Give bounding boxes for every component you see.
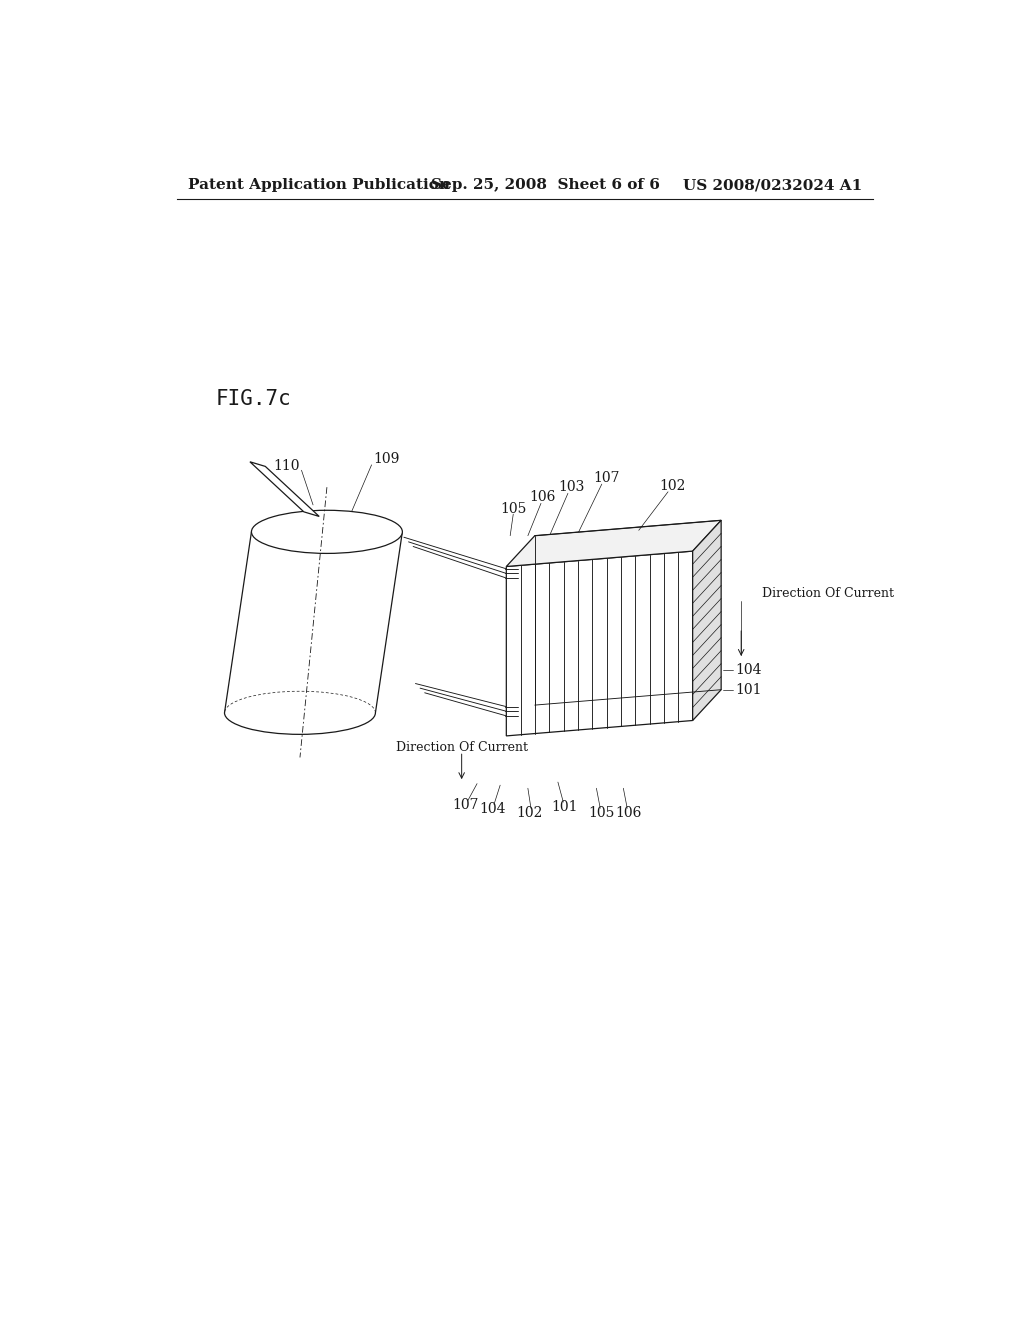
Text: 109: 109	[373, 451, 399, 466]
Text: Sep. 25, 2008  Sheet 6 of 6: Sep. 25, 2008 Sheet 6 of 6	[431, 178, 659, 193]
Text: 107: 107	[593, 471, 620, 484]
Polygon shape	[506, 520, 721, 566]
Text: Patent Application Publication: Patent Application Publication	[188, 178, 451, 193]
Text: 104: 104	[735, 664, 762, 677]
Ellipse shape	[252, 511, 402, 553]
Text: 104: 104	[479, 803, 506, 816]
Text: 102: 102	[516, 807, 543, 820]
Text: 101: 101	[735, 682, 762, 697]
Text: 102: 102	[659, 479, 686, 492]
Text: 103: 103	[558, 480, 584, 494]
Text: 105: 105	[500, 502, 526, 516]
Text: FIG.7c: FIG.7c	[215, 388, 291, 409]
Text: US 2008/0232024 A1: US 2008/0232024 A1	[683, 178, 862, 193]
Text: 101: 101	[551, 800, 578, 813]
Polygon shape	[506, 552, 692, 737]
Text: 106: 106	[529, 490, 556, 504]
Text: Direction Of Current: Direction Of Current	[762, 587, 894, 601]
Polygon shape	[692, 520, 721, 721]
Text: 105: 105	[589, 807, 615, 820]
Text: 107: 107	[453, 799, 479, 812]
Text: Direction Of Current: Direction Of Current	[396, 741, 528, 754]
Text: 110: 110	[273, 459, 300, 474]
Text: 106: 106	[615, 807, 642, 820]
Polygon shape	[250, 462, 319, 516]
